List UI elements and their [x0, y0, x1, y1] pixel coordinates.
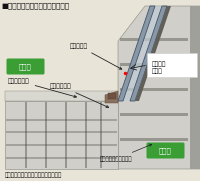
- Polygon shape: [120, 138, 188, 141]
- Text: 複層ガラス: 複層ガラス: [70, 43, 122, 69]
- Polygon shape: [120, 88, 188, 91]
- Polygon shape: [108, 93, 116, 99]
- Polygon shape: [135, 6, 171, 101]
- FancyBboxPatch shape: [147, 53, 197, 77]
- Polygon shape: [100, 102, 102, 168]
- Text: ■復層ガラスサッシの構造断面図: ■復層ガラスサッシの構造断面図: [1, 2, 69, 9]
- Polygon shape: [130, 6, 167, 101]
- Polygon shape: [120, 113, 188, 116]
- Polygon shape: [65, 102, 67, 168]
- FancyBboxPatch shape: [146, 142, 184, 159]
- Polygon shape: [6, 131, 117, 133]
- Polygon shape: [5, 91, 118, 101]
- Polygon shape: [6, 157, 117, 159]
- Polygon shape: [118, 6, 155, 101]
- Polygon shape: [45, 102, 47, 168]
- Text: ガスライナー: ガスライナー: [50, 83, 109, 108]
- Polygon shape: [5, 101, 118, 169]
- Text: 乾燥空気
乾燥剤: 乾燥空気 乾燥剤: [152, 61, 166, 74]
- Text: 断熱性・耐久性が大幅に向上します。: 断熱性・耐久性が大幅に向上します。: [5, 172, 62, 178]
- Polygon shape: [120, 63, 188, 66]
- Text: 室内側: 室内側: [159, 147, 171, 154]
- Text: 室外側: 室外側: [19, 63, 31, 70]
- Polygon shape: [190, 6, 200, 169]
- Polygon shape: [105, 91, 118, 103]
- Polygon shape: [118, 6, 200, 169]
- Polygon shape: [6, 144, 117, 146]
- Polygon shape: [85, 102, 87, 168]
- FancyBboxPatch shape: [6, 58, 44, 75]
- Polygon shape: [120, 38, 188, 41]
- Polygon shape: [6, 119, 117, 121]
- Text: 高対候性プラスチック: 高対候性プラスチック: [100, 144, 152, 162]
- Text: 防水パッキン: 防水パッキン: [8, 78, 76, 98]
- Polygon shape: [25, 102, 27, 168]
- Polygon shape: [123, 6, 162, 101]
